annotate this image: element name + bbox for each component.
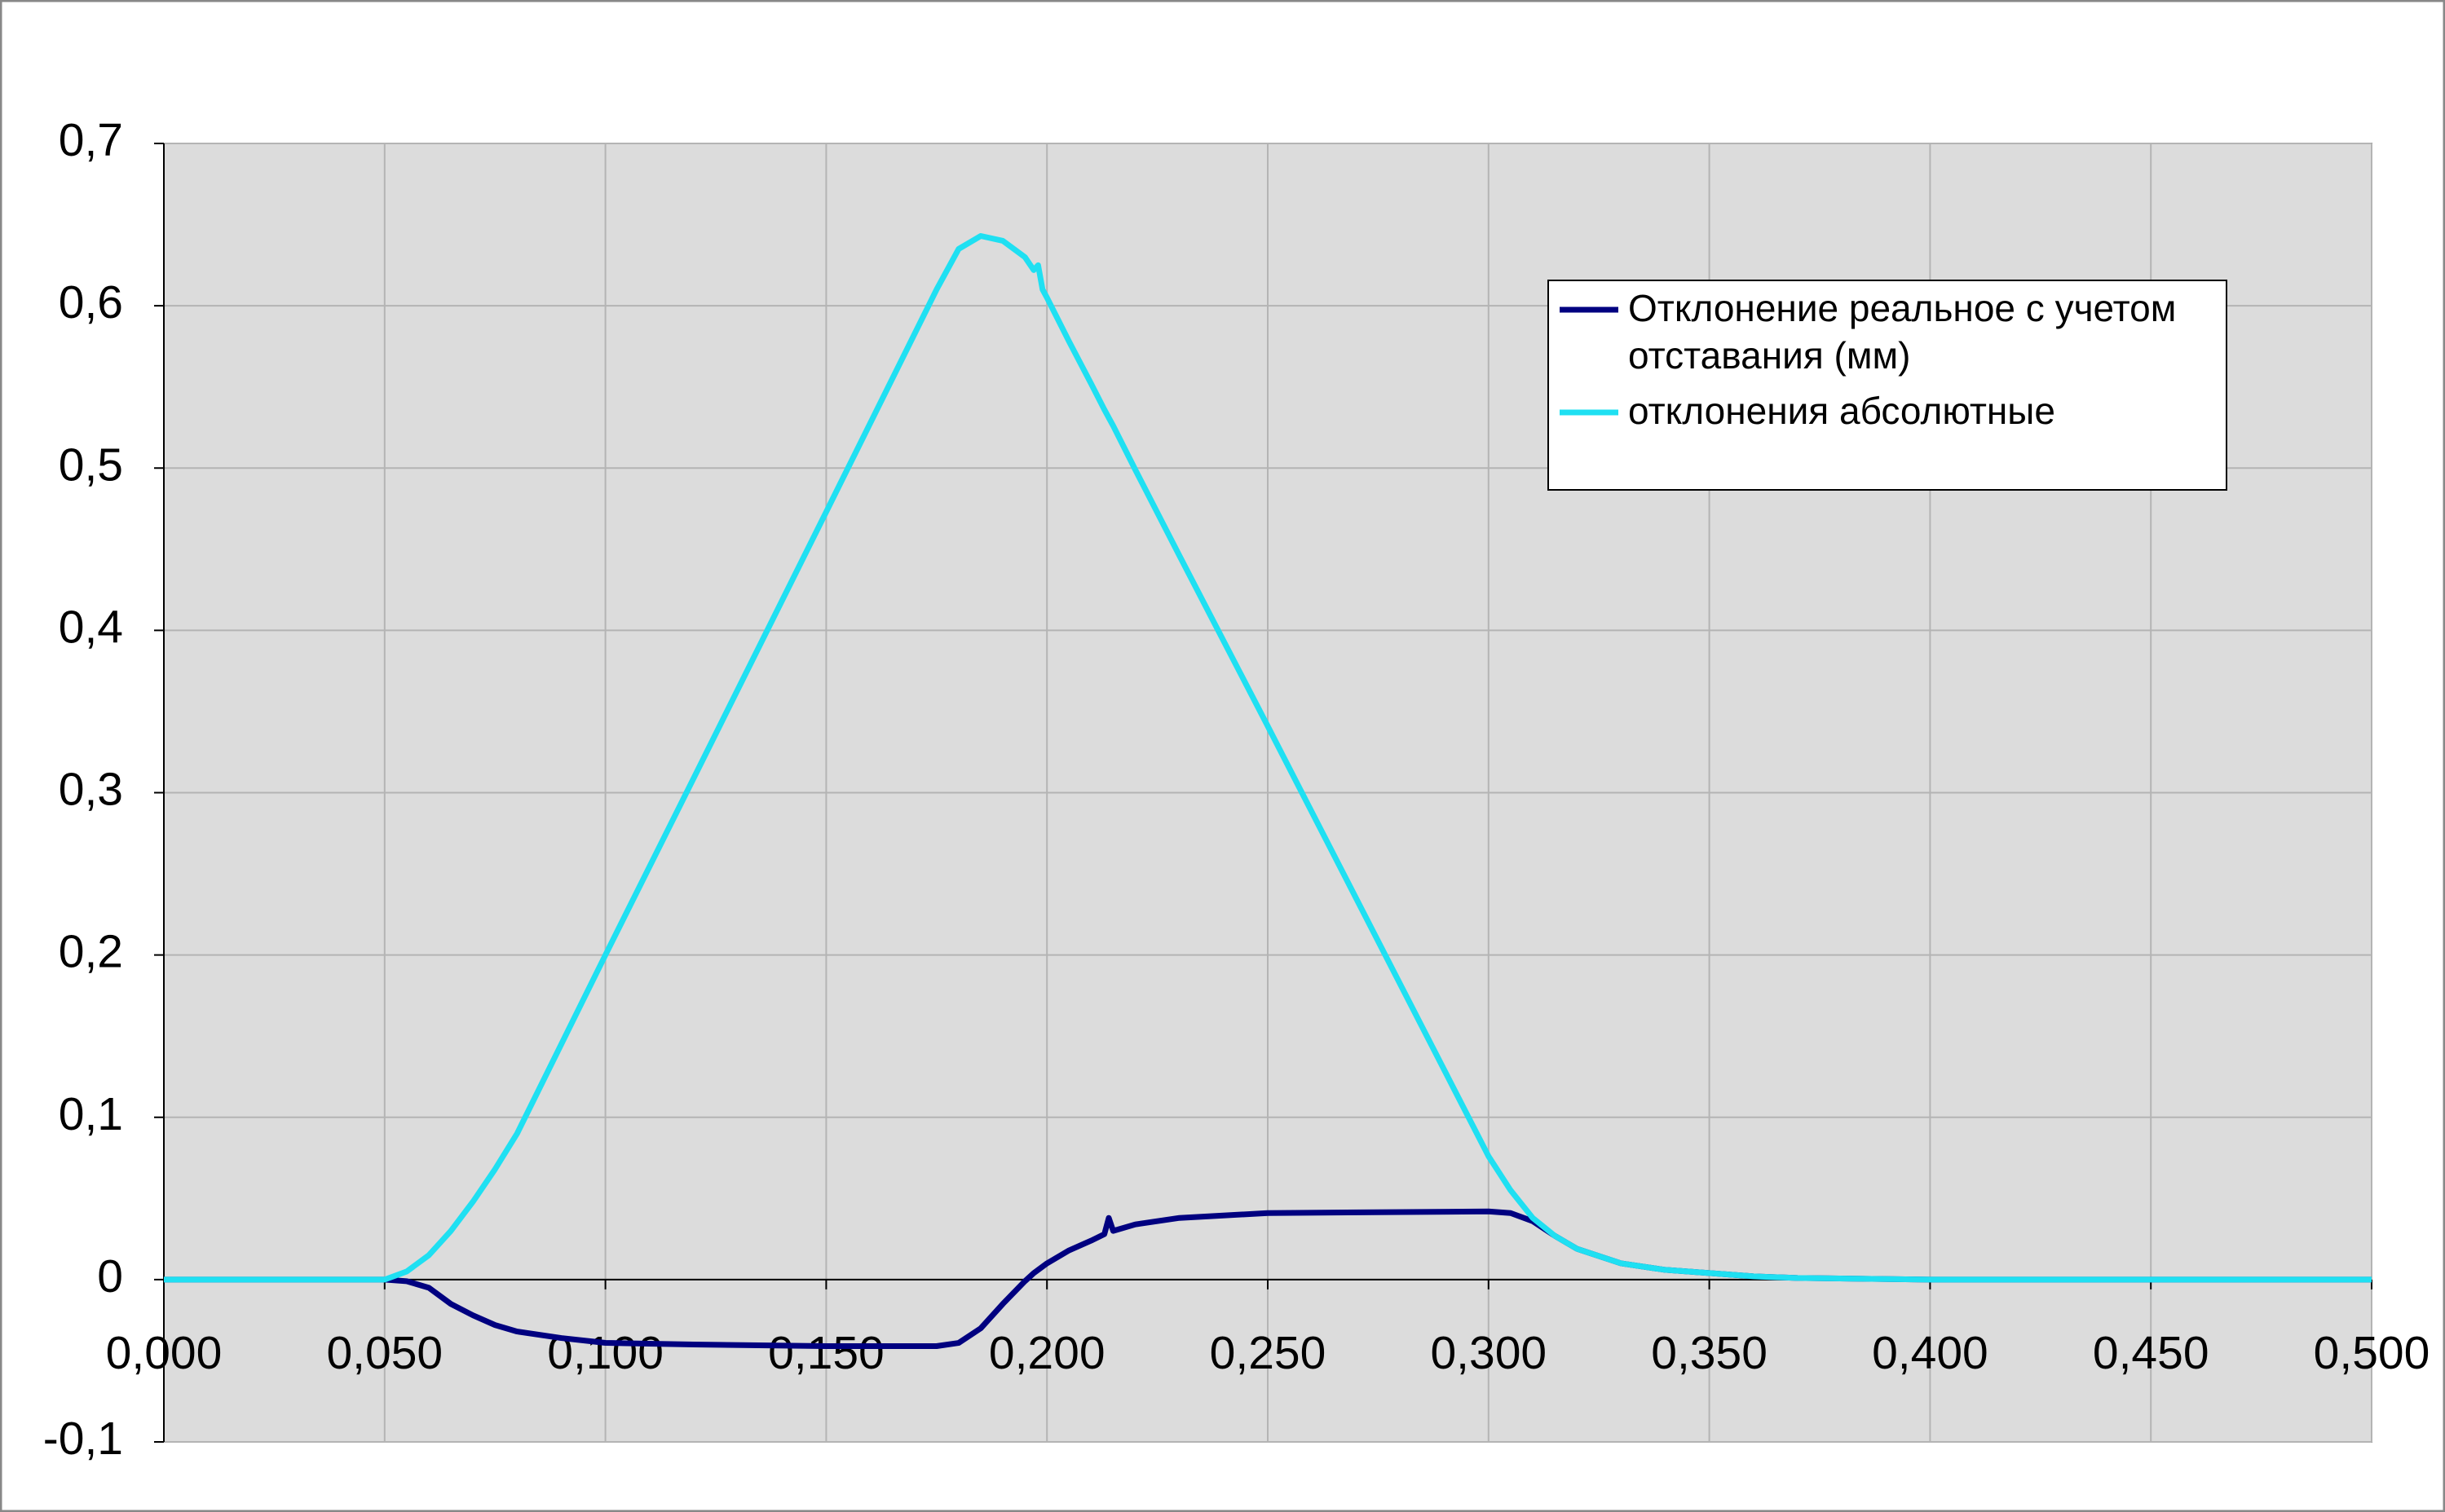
- x-tick-label: 0,350: [1651, 1327, 1768, 1379]
- legend-label: Отклонение реальное с учетом отставания …: [1628, 287, 2177, 377]
- y-tick-label: 0,7: [59, 114, 123, 166]
- x-tick-label: 0,300: [1430, 1327, 1547, 1379]
- y-tick-label: 0,1: [59, 1088, 123, 1140]
- x-tick-label: 0,100: [547, 1327, 664, 1379]
- y-tick-label: -0,1: [43, 1413, 123, 1465]
- x-tick-label: 0,150: [768, 1327, 885, 1379]
- y-tick-label: 0,4: [59, 601, 123, 653]
- y-tick-label: 0,6: [59, 276, 123, 328]
- x-tick-label: 0,200: [989, 1327, 1106, 1379]
- x-tick-label: 0,250: [1210, 1327, 1326, 1379]
- x-tick-label: 0,500: [2314, 1327, 2430, 1379]
- x-tick-label: 0,450: [2093, 1327, 2209, 1379]
- legend-entry: Отклонение реальное с учетом отставания …: [1628, 287, 2177, 377]
- x-tick-label: 0,400: [1872, 1327, 1988, 1379]
- x-tick-label: 0,050: [326, 1327, 443, 1379]
- legend-label: отклонения абсолютные: [1628, 390, 2055, 432]
- y-tick-label: 0,2: [59, 926, 123, 978]
- legend-box: [1547, 280, 2227, 491]
- legend-entry: отклонения абсолютные: [1628, 390, 2055, 432]
- series-line: [164, 233, 2372, 1283]
- y-tick-label: 0,3: [59, 764, 123, 816]
- y-tick-label: 0,5: [59, 439, 123, 491]
- y-tick-label: 0: [97, 1250, 123, 1303]
